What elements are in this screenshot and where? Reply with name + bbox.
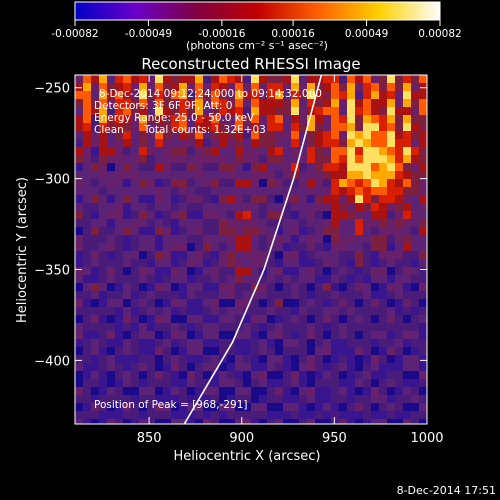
y-tick-label: −250 — [34, 82, 70, 97]
annotation-time-range: 8-Dec-2014 09:12:24.000 to 09:14:32.000 — [99, 88, 322, 100]
plot-frame — [74, 74, 428, 425]
colorbar-tick-label: -0.00016 — [198, 28, 246, 40]
y-axis-label: Heliocentric Y (arcsec) — [15, 177, 30, 323]
colorbar-unit-label: (photons cm⁻² s⁻¹ asec⁻²) — [186, 39, 328, 52]
x-tick-label: 850 — [137, 431, 162, 446]
annotation-peak-position: Position of Peak = [968,-291] — [94, 399, 248, 411]
colorbar-tick-label: 0.00082 — [418, 28, 461, 40]
y-tick-label: −350 — [34, 263, 70, 278]
colorbar-tick-label: -0.00049 — [125, 28, 172, 40]
y-tick-label: −300 — [34, 173, 70, 188]
plot-area: 850 900 950 1000 −250 −300 −350 −400 — [34, 74, 444, 446]
colorbar-tick-label: 0.00049 — [345, 28, 388, 40]
x-axis-label: Heliocentric X (arcsec) — [174, 449, 321, 464]
colorbar-tick-label: 0.00016 — [271, 28, 315, 40]
x-tick-label: 900 — [229, 431, 254, 446]
axis-ticks: 850 900 950 1000 −250 −300 −350 −400 — [34, 75, 444, 446]
colorbar-tick-label: -0.00082 — [51, 28, 98, 40]
chart-title: Reconstructed RHESSI Image — [141, 55, 360, 73]
colorbar-ticks: -0.00082 -0.00049 -0.00016 0.00016 0.00049 0.… — [51, 20, 462, 40]
annotation-clean-counts: Clean Total counts: 1.32E+03 — [94, 124, 266, 136]
annotation-block: 8-Dec-2014 09:12:24.000 to 09:14:32.000 … — [94, 88, 322, 411]
solar-limb-curve — [183, 75, 323, 424]
annotation-detectors: Detectors: 3F 6F 9F, Att: 0 — [94, 100, 232, 112]
heatmap-cells — [75, 75, 427, 424]
colorbar — [74, 1, 441, 21]
y-tick-label: −400 — [34, 354, 70, 369]
footer-timestamp: 8-Dec-2014 17:51 — [397, 484, 496, 497]
x-tick-label: 1000 — [410, 431, 443, 446]
annotation-energy-range: Energy Range: 25.0 - 50.0 keV — [94, 112, 255, 124]
x-tick-label: 950 — [322, 431, 347, 446]
